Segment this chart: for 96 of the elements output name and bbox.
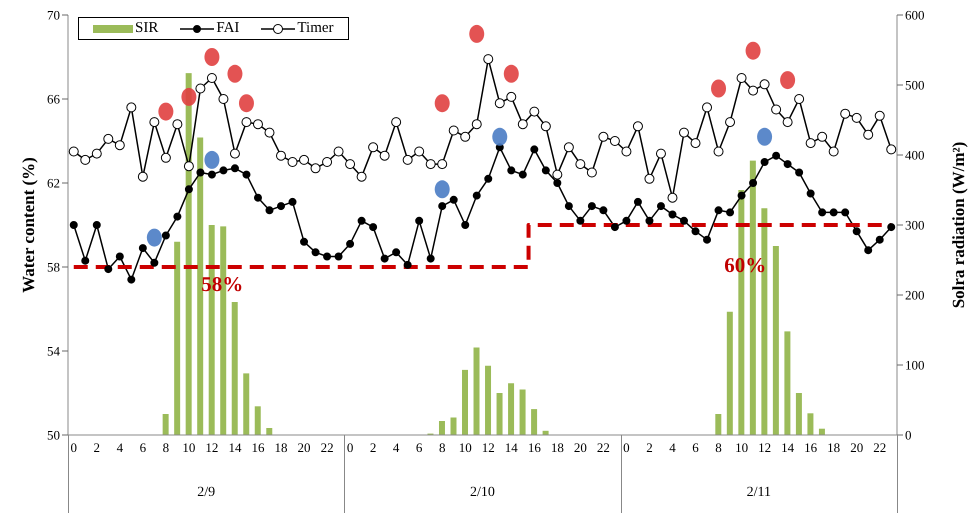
x-tick-label: 0 [70, 440, 78, 456]
y-axis-title: Water content (%) [19, 157, 38, 293]
x-tick-label: 16 [804, 440, 818, 456]
legend-label: Timer [297, 20, 334, 37]
y-tick-label: 50 [47, 428, 60, 443]
x-tick-label: 0 [346, 440, 354, 456]
bar [162, 414, 169, 435]
bar [531, 409, 538, 435]
bar [474, 348, 480, 435]
y-tick-label: 70 [47, 8, 60, 23]
bar [508, 383, 514, 435]
point [238, 94, 254, 112]
bar [254, 406, 261, 435]
x-tick-label: 4 [116, 440, 124, 456]
x-tick-label: 2 [94, 440, 100, 456]
legend-label: SIR [135, 20, 158, 37]
point [504, 64, 519, 83]
x-tick-label: 8 [162, 440, 170, 456]
y-tick-label: 58 [47, 260, 60, 275]
x-tick-label: 0 [623, 440, 630, 456]
text: 2/11 [746, 485, 772, 501]
x-tick-label: 12 [205, 440, 218, 456]
x-tick-label: 12 [758, 440, 772, 456]
point [780, 71, 796, 90]
text: 2/10 [469, 485, 496, 501]
point [146, 228, 162, 247]
bar [784, 331, 790, 435]
point [434, 94, 450, 112]
point [469, 24, 484, 43]
y2-axis-title: Solra radiation (W/m²) [949, 142, 968, 308]
bar [520, 390, 526, 435]
bar [438, 421, 445, 435]
text: 2/9 [196, 485, 216, 501]
y2-tick-label: 300 [905, 218, 924, 233]
x-tick-label: 8 [438, 440, 446, 456]
y2-tick-label: 0 [905, 428, 912, 443]
point [434, 180, 450, 198]
bar [796, 393, 802, 435]
x-tick-label: 10 [458, 440, 472, 456]
bar [462, 370, 468, 435]
x-tick-label: 22 [873, 440, 886, 456]
x-tick-label: 2 [646, 440, 653, 456]
point [181, 88, 196, 106]
y-tick-label: 54 [47, 344, 60, 359]
x-tick-label: 10 [735, 440, 748, 456]
point [746, 42, 761, 60]
y2-tick-label: 500 [905, 78, 924, 93]
y2-tick-label: 200 [905, 288, 924, 303]
legend-label: FAI [216, 20, 240, 37]
x-tick-label: 6 [140, 440, 147, 456]
point [227, 64, 242, 83]
bar [266, 428, 272, 435]
x-tick-label: 12 [482, 440, 495, 456]
bar [772, 246, 779, 435]
bar [485, 366, 492, 435]
point [204, 48, 220, 66]
bar [450, 418, 456, 435]
x-tick-label: 14 [781, 440, 795, 456]
x-tick-label: 20 [298, 440, 311, 456]
bar [807, 413, 814, 435]
y2-tick-label: 400 [905, 148, 924, 163]
bar [818, 428, 825, 435]
x-tick-label: 20 [574, 440, 587, 456]
bar [496, 393, 503, 435]
x-tick-label: 20 [850, 440, 864, 456]
y2-tick-label: 100 [905, 358, 924, 373]
x-tick-label: 14 [504, 440, 518, 456]
bar [197, 138, 204, 435]
x-tick-label: 6 [692, 440, 700, 456]
point [204, 150, 220, 169]
x-tick-label: 10 [182, 440, 196, 456]
x-tick-label: 18 [550, 440, 564, 456]
x-tick-label: 18 [274, 440, 288, 456]
x-tick-label: 14 [228, 440, 242, 456]
bar [726, 312, 733, 435]
x-tick-label: 18 [827, 440, 840, 456]
y-tick-label: 62 [47, 176, 60, 191]
x-tick-label: 16 [528, 440, 542, 456]
y-tick-label: 66 [47, 92, 60, 107]
x-tick-label: 8 [715, 440, 722, 456]
point [158, 102, 174, 121]
point [492, 128, 508, 146]
bar [715, 414, 722, 435]
y2-tick-label: 600 [905, 8, 924, 23]
point [757, 128, 772, 146]
x-tick-label: 2 [370, 440, 376, 456]
bar [174, 242, 180, 435]
x-tick-label: 22 [320, 440, 334, 456]
bar [232, 302, 238, 435]
x-tick-label: 16 [251, 440, 265, 456]
bar [243, 373, 250, 435]
x-tick-label: 6 [416, 440, 423, 456]
x-tick-label: 22 [596, 440, 610, 456]
point [711, 80, 726, 98]
x-tick-label: 4 [669, 440, 676, 456]
x-tick-label: 4 [392, 440, 400, 456]
